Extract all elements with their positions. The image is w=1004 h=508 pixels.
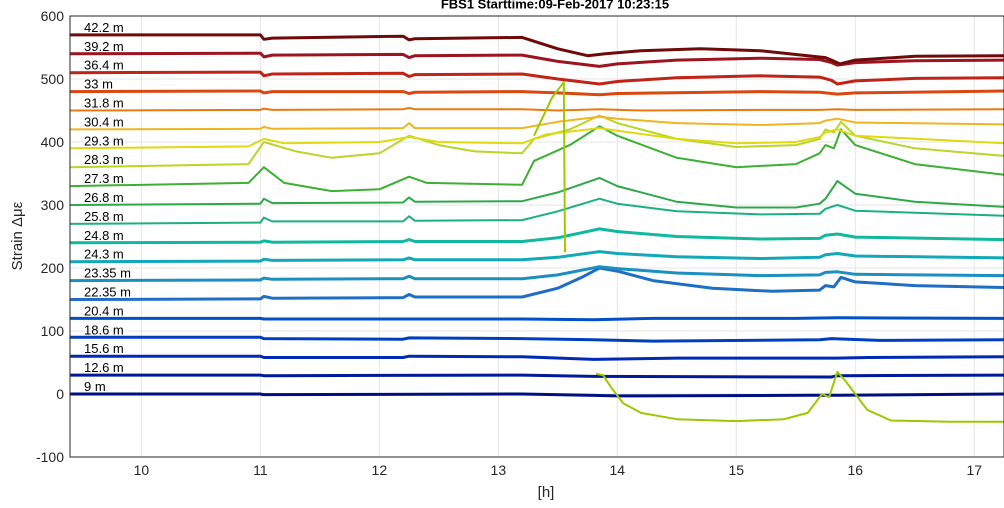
y-tick-label: 200 [41,260,65,276]
y-tick-label: -100 [36,449,64,465]
series-label: 24.8 m [84,228,124,243]
series-label: 22.35 m [84,285,131,300]
series-line [70,335,1004,343]
series-line [69,125,1004,193]
series-label: 24.3 m [84,247,124,262]
series-line [69,115,1004,131]
series-line [69,70,1004,86]
series-line [70,392,1004,398]
plot-frame [69,15,1004,458]
series-line [69,176,1004,209]
x-tick-label: 10 [134,462,150,478]
series-line [69,107,1004,112]
series-label: 30.4 m [84,114,124,129]
series-line [69,227,1004,245]
series-label: 20.4 m [84,303,124,318]
series-label: 31.8 m [84,96,124,111]
x-tick-labels: 10 11 12 13 14 15 16 17 [134,462,983,478]
series-label: 12.6 m [84,360,124,375]
y-axis-label: Strain Δμε [9,201,26,270]
series-label: 18.6 m [84,322,124,337]
x-tick-label: 17 [966,462,982,478]
y-tick-label: 300 [41,197,65,213]
y-tick-label: 500 [41,71,65,87]
x-tick-label: 13 [491,462,507,478]
y-tick-label: 400 [41,134,65,150]
x-tick-label: 14 [610,462,626,478]
x-tick-label: 12 [372,462,388,478]
series-line [69,250,1004,264]
series-label: 28.3 m [84,152,124,167]
y-tick-label: 600 [41,8,65,24]
series-label: 15.6 m [84,341,124,356]
y-tick-labels: -100 0 100 200 300 400 500 600 [36,8,64,465]
x-axis-label: [h] [538,484,555,501]
series-label: 39.2 m [84,39,124,54]
series-line [70,373,1004,379]
series-line [69,266,1004,301]
series-label: 27.3 m [84,171,124,186]
series-line [70,354,1004,361]
series-line [70,33,1004,66]
series-line [69,51,1004,68]
series-label: 42.2 m [84,20,124,35]
x-tick-label: 11 [253,462,268,478]
series-line [69,265,1004,283]
x-tick-label: 16 [847,462,863,478]
series-label: 36.4 m [84,58,124,73]
series-label: 9 m [84,379,106,394]
extra-lines [533,81,1004,423]
series-line [70,316,1004,322]
anomaly-line [533,81,566,253]
series-label: 29.3 m [84,133,124,148]
series-line [69,89,1004,97]
anomaly-line [595,370,1004,423]
series-line [69,197,1004,225]
series-lines [69,33,1004,398]
y-tick-label: 100 [41,323,65,339]
x-tick-label: 15 [729,462,745,478]
chart-title: FBS1 Starttime:09-Feb-2017 10:23:15 [441,0,669,11]
series-line [69,127,1004,150]
series-label: 25.8 m [84,209,124,224]
series-labels: 9 m 12.6 m 15.6 m 18.6 m 20.4 m 22.35 m 23.35 … [84,20,131,394]
series-label: 33 m [84,77,113,92]
series-label: 23.35 m [84,266,131,281]
series-label: 26.8 m [84,190,124,205]
y-tick-label: 0 [56,386,64,402]
